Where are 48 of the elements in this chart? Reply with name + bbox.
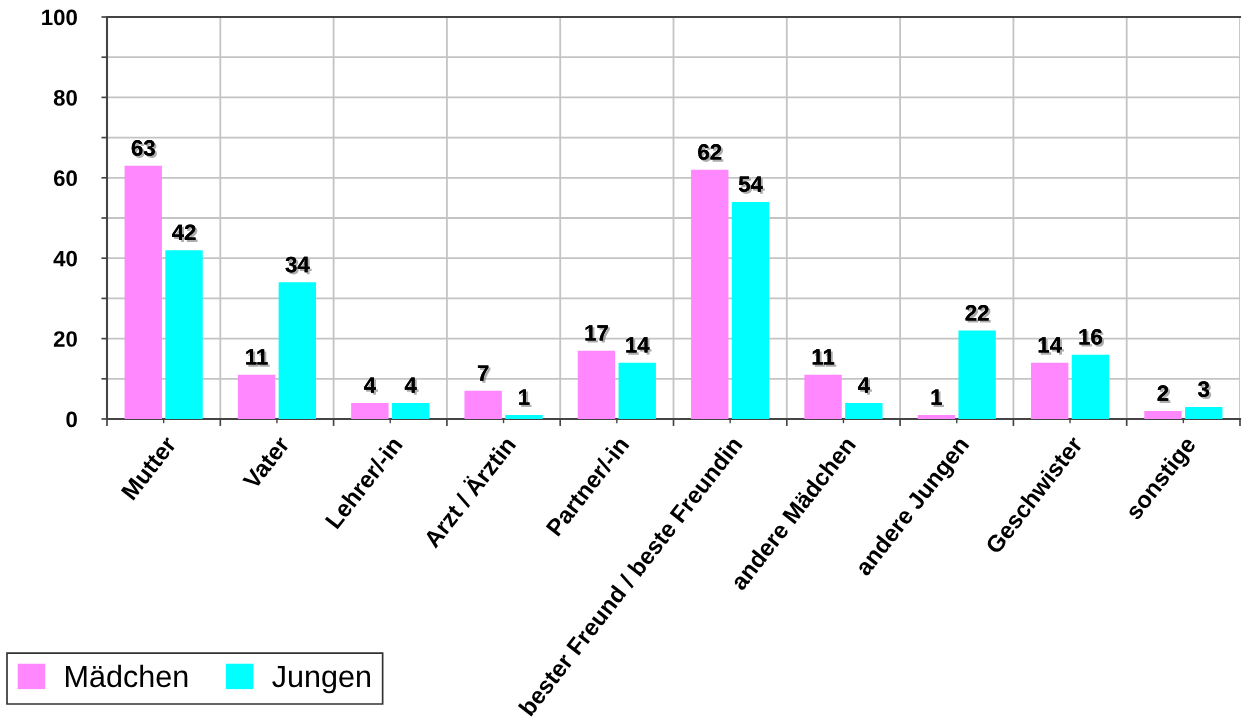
bar bbox=[351, 402, 389, 419]
data-label: 1 bbox=[519, 389, 532, 407]
data-label: 34 bbox=[285, 256, 312, 275]
data-label: 16 bbox=[1079, 329, 1105, 347]
data-label: 11 bbox=[812, 349, 837, 367]
y-tick-label: 60 bbox=[53, 170, 77, 187]
bar bbox=[1144, 410, 1182, 419]
legend-label: Mädchen bbox=[66, 664, 188, 688]
data-label: 4 bbox=[858, 377, 872, 395]
bar bbox=[391, 402, 430, 419]
bar bbox=[958, 330, 996, 419]
data-label: 14 bbox=[1038, 337, 1064, 355]
bar bbox=[505, 414, 543, 419]
bar bbox=[1071, 354, 1110, 419]
y-tick-label: 80 bbox=[53, 89, 77, 106]
data-label: 54 bbox=[738, 176, 765, 195]
bar bbox=[464, 390, 502, 419]
data-label: 1 bbox=[931, 389, 944, 407]
data-label: 62 bbox=[698, 144, 724, 162]
bar bbox=[165, 250, 203, 419]
bar bbox=[845, 402, 883, 419]
data-label: 4 bbox=[364, 377, 378, 395]
bar bbox=[1185, 406, 1223, 419]
y-tick-label: 40 bbox=[53, 250, 77, 267]
bar bbox=[804, 374, 842, 419]
bar bbox=[124, 165, 162, 419]
data-label: 14 bbox=[626, 337, 652, 355]
bar bbox=[731, 201, 770, 419]
data-label: 7 bbox=[477, 365, 491, 383]
data-label: 63 bbox=[131, 140, 157, 158]
bar bbox=[237, 374, 276, 419]
data-label: 22 bbox=[965, 304, 991, 323]
bar bbox=[917, 414, 956, 419]
y-tick-label: 20 bbox=[53, 331, 77, 347]
y-tick-label: 100 bbox=[42, 9, 77, 26]
data-label: 3 bbox=[1198, 381, 1212, 400]
bar bbox=[691, 169, 729, 419]
data-label: 17 bbox=[585, 325, 610, 343]
data-label: 4 bbox=[404, 377, 419, 395]
bar bbox=[577, 350, 616, 419]
bar bbox=[618, 362, 656, 419]
bar bbox=[1030, 362, 1069, 419]
data-label: 2 bbox=[1157, 385, 1171, 403]
data-label: 42 bbox=[172, 224, 198, 243]
y-tick-label: 0 bbox=[66, 411, 77, 428]
bar bbox=[278, 282, 317, 419]
data-label: 11 bbox=[246, 349, 270, 367]
legend-label: Jungen bbox=[272, 665, 370, 694]
